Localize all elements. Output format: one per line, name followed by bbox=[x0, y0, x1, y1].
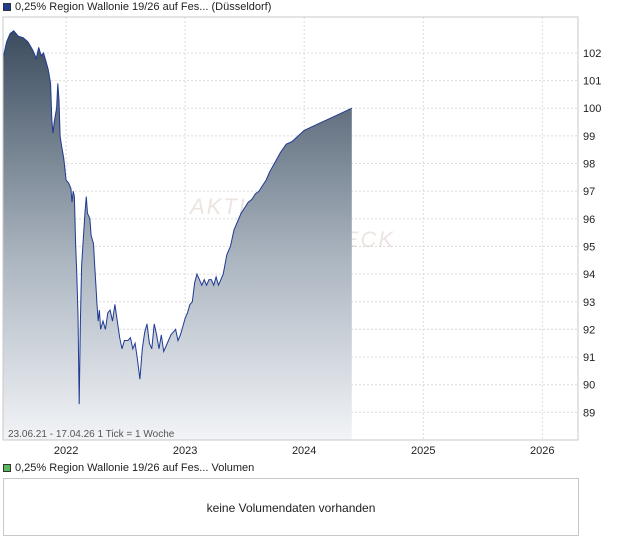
y-tick-label: 94 bbox=[583, 269, 595, 281]
price-chart: 89 90 91 92 93 94 95 96 97 98 99 100 101 102 2022 2023 2… bbox=[2, 16, 601, 457]
y-tick-label: 96 bbox=[583, 214, 595, 226]
legend-price: 0,25% Region Wallonie 19/26 auf Fes... (… bbox=[3, 0, 271, 14]
price-line bbox=[2, 30, 353, 405]
y-tick-label: 101 bbox=[583, 76, 601, 88]
y-tick-label: 91 bbox=[583, 352, 595, 364]
y-tick-label: 90 bbox=[583, 380, 595, 392]
x-tick-label: 2024 bbox=[292, 445, 316, 457]
x-tick-label: 2026 bbox=[530, 445, 554, 457]
y-tick-label: 102 bbox=[583, 48, 601, 60]
y-tick-label: 99 bbox=[583, 131, 595, 143]
chart-range-info: 23.06.21 - 17.04.26 1 Tick = 1 Woche bbox=[8, 429, 175, 440]
volume-empty-message: keine Volumendaten vorhanden bbox=[206, 501, 376, 515]
y-tick-label: 93 bbox=[583, 297, 595, 309]
legend-price-label: 0,25% Region Wallonie 19/26 auf Fes... (… bbox=[15, 1, 272, 13]
y-tick-label: 92 bbox=[583, 324, 595, 336]
legend-price-swatch bbox=[3, 3, 11, 11]
y-tick-label: 95 bbox=[583, 241, 595, 253]
legend-volume-swatch bbox=[3, 464, 11, 472]
volume-panel: keine Volumendaten vorhanden bbox=[3, 478, 579, 536]
legend-volume: 0,25% Region Wallonie 19/26 auf Fes... V… bbox=[3, 461, 254, 475]
x-tick-label: 2025 bbox=[411, 445, 435, 457]
y-tick-label: 98 bbox=[583, 159, 595, 171]
y-tick-label: 97 bbox=[583, 186, 595, 198]
legend-volume-label: 0,25% Region Wallonie 19/26 auf Fes... V… bbox=[15, 462, 255, 474]
y-tick-label: 89 bbox=[583, 407, 595, 419]
y-tick-label: 100 bbox=[583, 103, 601, 115]
x-tick-label: 2022 bbox=[54, 445, 78, 457]
x-tick-label: 2023 bbox=[173, 445, 197, 457]
plot-border bbox=[2, 16, 579, 441]
price-area bbox=[3, 30, 352, 441]
